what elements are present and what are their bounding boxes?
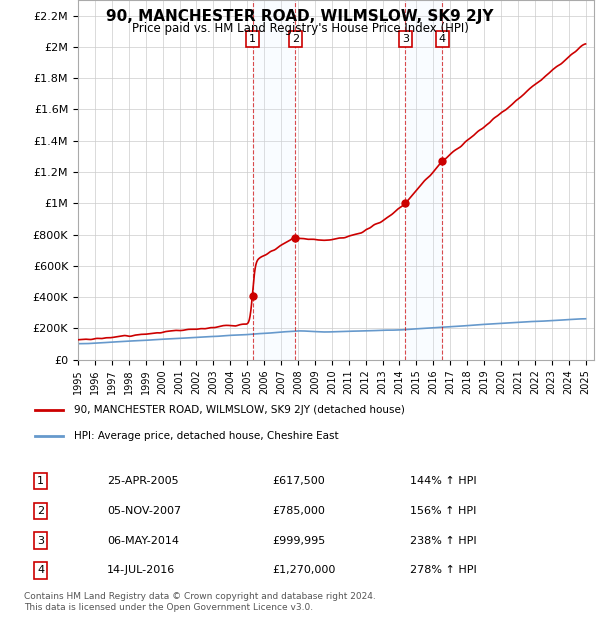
- Text: 2: 2: [292, 34, 299, 44]
- Text: £999,995: £999,995: [272, 536, 326, 546]
- Text: 1: 1: [37, 476, 44, 486]
- Text: 90, MANCHESTER ROAD, WILMSLOW, SK9 2JY: 90, MANCHESTER ROAD, WILMSLOW, SK9 2JY: [106, 9, 494, 24]
- Text: 156% ↑ HPI: 156% ↑ HPI: [410, 506, 477, 516]
- Text: £1,270,000: £1,270,000: [272, 565, 336, 575]
- Text: 90, MANCHESTER ROAD, WILMSLOW, SK9 2JY (detached house): 90, MANCHESTER ROAD, WILMSLOW, SK9 2JY (…: [74, 405, 404, 415]
- Text: 2: 2: [37, 506, 44, 516]
- Text: 05-NOV-2007: 05-NOV-2007: [107, 506, 181, 516]
- Text: 4: 4: [439, 34, 446, 44]
- Text: 4: 4: [37, 565, 44, 575]
- Text: 1: 1: [249, 34, 256, 44]
- Text: HPI: Average price, detached house, Cheshire East: HPI: Average price, detached house, Ches…: [74, 430, 338, 441]
- Text: 238% ↑ HPI: 238% ↑ HPI: [410, 536, 477, 546]
- Text: Contains HM Land Registry data © Crown copyright and database right 2024.
This d: Contains HM Land Registry data © Crown c…: [24, 592, 376, 611]
- Text: £617,500: £617,500: [272, 476, 325, 486]
- Bar: [253, 0, 295, 360]
- Text: £785,000: £785,000: [272, 506, 325, 516]
- Text: 14-JUL-2016: 14-JUL-2016: [107, 565, 175, 575]
- Text: Price paid vs. HM Land Registry's House Price Index (HPI): Price paid vs. HM Land Registry's House …: [131, 22, 469, 35]
- Text: 278% ↑ HPI: 278% ↑ HPI: [410, 565, 477, 575]
- Bar: [406, 0, 442, 360]
- Text: 3: 3: [402, 34, 409, 44]
- Text: 144% ↑ HPI: 144% ↑ HPI: [410, 476, 477, 486]
- Text: 25-APR-2005: 25-APR-2005: [107, 476, 178, 486]
- Text: 06-MAY-2014: 06-MAY-2014: [107, 536, 179, 546]
- Text: 3: 3: [37, 536, 44, 546]
